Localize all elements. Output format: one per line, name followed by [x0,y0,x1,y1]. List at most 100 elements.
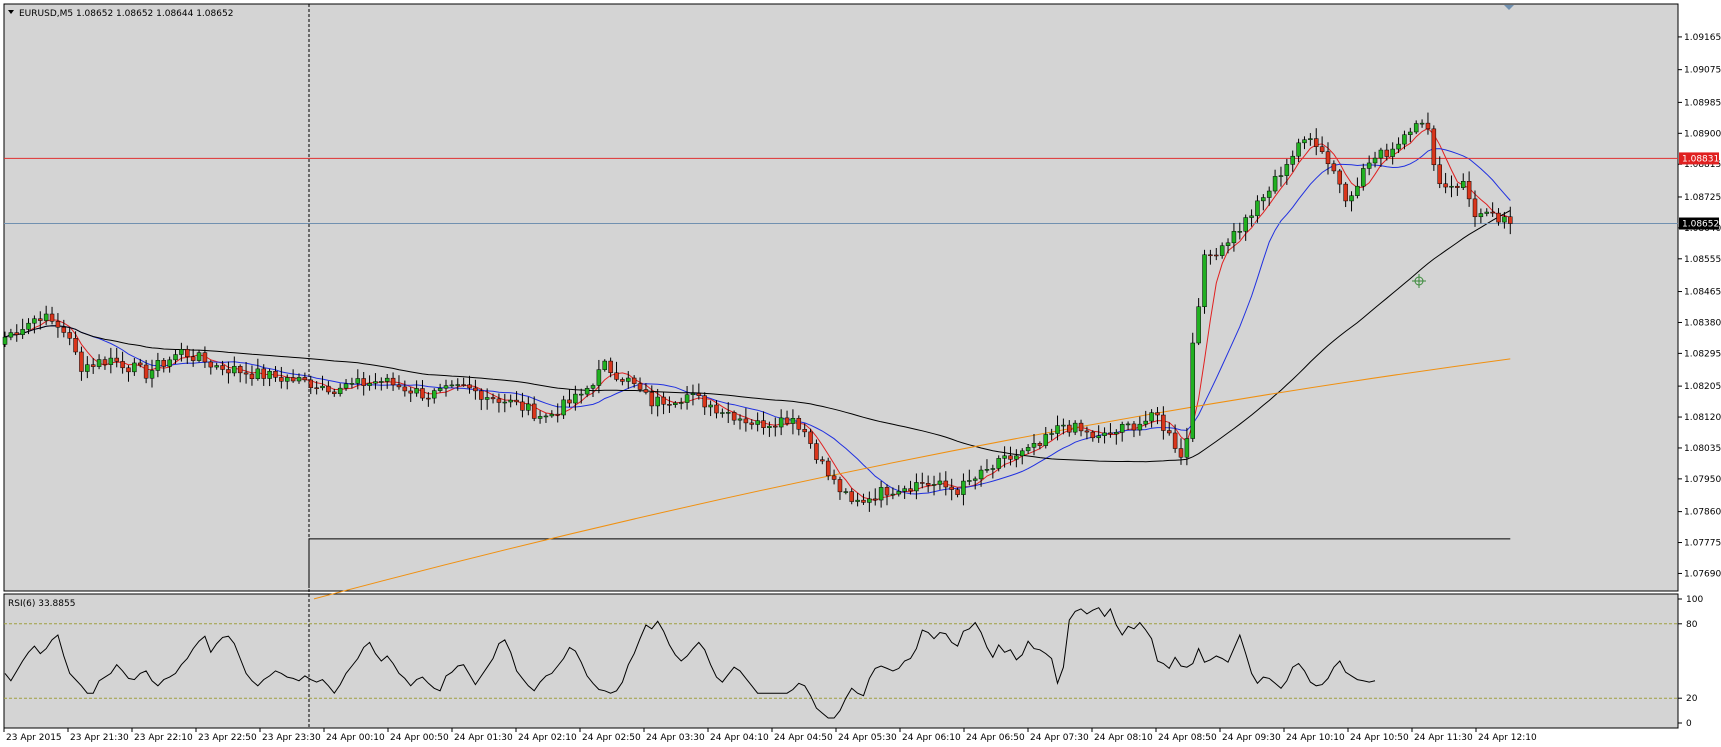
bear-candle [185,349,190,358]
price-tick-label: 1.07690 [1684,569,1721,579]
bull-candle [173,354,178,361]
bear-candle [731,412,737,421]
bear-candle [825,460,831,477]
price-label-badge [1679,152,1719,165]
bear-candle [261,368,266,379]
bear-candle [531,403,537,419]
bull-candle [914,482,919,492]
bear-candle [814,443,819,460]
bear-candle [38,318,43,321]
bull-candle [508,399,513,403]
bear-candle [1208,254,1213,257]
symbol-header: EURUSD,M5 1.08652 1.08652 1.08644 1.0865… [19,9,233,19]
bull-candle [1061,424,1066,427]
bull-candle [602,360,608,370]
bull-candle [232,366,237,374]
bear-candle [837,479,843,493]
bear-candle [702,395,707,408]
bull-candle [1025,447,1031,452]
bull-candle [1278,175,1284,177]
bear-candle [884,487,890,496]
bull-candle [296,377,302,382]
bear-candle [73,338,78,353]
time-tick-label: 24 Apr 11:30 [1414,733,1473,743]
bull-candle [1202,254,1207,307]
price-label-badge [1679,217,1719,230]
bear-candle [1343,183,1348,202]
bull-candle [1119,424,1125,433]
price-tick-label: 1.08295 [1684,349,1721,359]
bull-candle [1308,138,1313,140]
bull-candle [755,420,760,425]
bear-candle [1490,211,1495,214]
bear-candle [490,397,496,400]
bull-candle [1355,185,1360,196]
bear-candle [243,372,249,375]
price-tick-label: 1.08985 [1684,98,1721,108]
bear-candle [925,483,931,486]
horizontal-lines[interactable] [4,157,1678,225]
bull-candle [1137,423,1143,431]
bear-candle [1443,183,1448,188]
bull-candle [1502,216,1507,223]
bull-candle [526,403,531,411]
bear-candle [1008,455,1013,460]
bull-candle [431,390,437,399]
bull-candle [1249,215,1254,218]
collapse-triangle-icon[interactable] [8,10,14,14]
bull-candle [1413,123,1419,133]
bear-candle [226,369,231,374]
bull-candle [1049,433,1054,435]
bull-candle [1190,342,1196,439]
bull-candle [379,381,384,383]
bull-candle [1419,122,1425,125]
bull-candle [1014,455,1019,460]
bear-candle [773,425,778,428]
bear-candle [614,372,619,380]
bull-candle [108,357,114,365]
time-tick-label: 23 Apr 22:10 [134,733,193,743]
price-panel-background[interactable] [4,4,1678,591]
time-axis: 23 Apr 2015 23 Apr 21:30 23 Apr 22:10 23 Ap… [3,728,1537,743]
bull-candle [320,385,325,389]
bull-candle [878,487,884,501]
bull-candle [214,365,219,368]
shift-marker-icon[interactable] [1504,5,1514,10]
bull-candle [1266,190,1272,198]
price-axis: 1.09165 1.09075 1.08985 1.08900 1.08815 1.087… [1678,33,1721,579]
bull-candle [1390,148,1395,157]
time-tick-label: 24 Apr 04:50 [774,733,833,743]
bull-candle [1402,134,1407,145]
bull-candle [972,478,978,481]
bear-candle [49,313,55,322]
bull-candle [678,402,684,404]
price-tick-label: 1.08900 [1684,129,1721,139]
price-tick-label: 1.09165 [1684,33,1721,43]
rsi-panel-background[interactable] [4,594,1678,728]
target-marker-icon[interactable] [1412,274,1426,288]
bear-candle [831,475,837,480]
bull-candle [902,488,907,492]
bear-candle [220,365,225,370]
price-panel-frame [3,3,1679,592]
bear-candle [1037,443,1043,446]
time-tick-label: 23 Apr 2015 [6,733,62,743]
bull-candle [20,329,25,335]
bull-candle [384,377,390,382]
bull-candle [85,364,90,372]
bull-candle [537,416,543,419]
bear-candle [14,332,20,335]
bear-candle [90,364,96,367]
time-tick-label: 24 Apr 06:10 [902,733,961,743]
bull-candle [502,401,508,404]
bear-candle [1313,138,1319,147]
price-label-text: 1.08831 [1682,154,1719,164]
price-tick-label: 1.07775 [1684,539,1721,549]
bull-candle [578,393,584,396]
bear-candle [249,373,255,379]
bear-candle [467,384,472,389]
bull-candle [1396,143,1401,150]
bear-candle [479,390,484,400]
price-tick-label: 1.08035 [1684,444,1721,454]
